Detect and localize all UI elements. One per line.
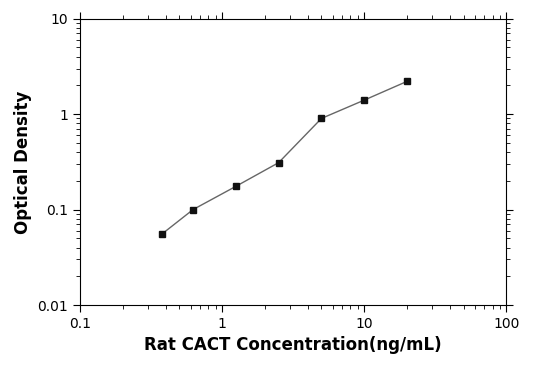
X-axis label: Rat CACT Concentration(ng/mL): Rat CACT Concentration(ng/mL) — [144, 336, 442, 355]
Y-axis label: Optical Density: Optical Density — [14, 90, 32, 234]
